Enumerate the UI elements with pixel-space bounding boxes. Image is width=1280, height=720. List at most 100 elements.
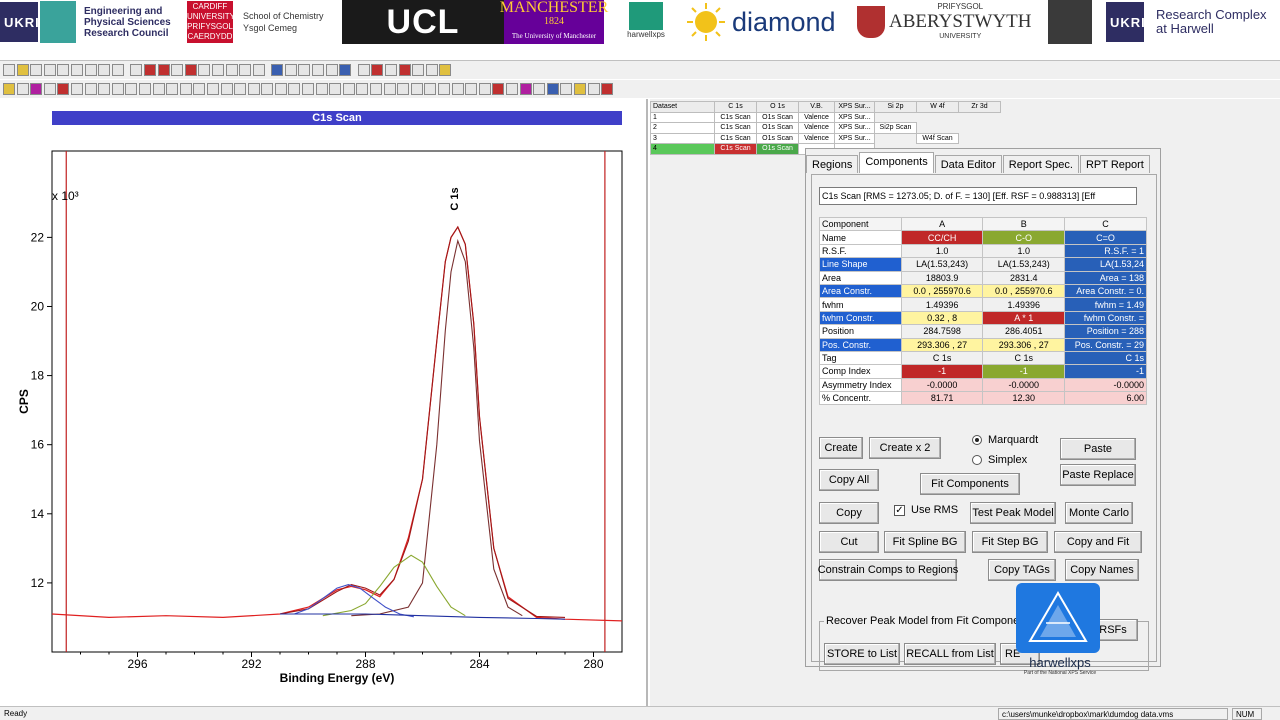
- dataset-grid-cell[interactable]: [917, 112, 959, 123]
- components-table[interactable]: Component A B C Name CC/CH C-O C=O R.S.F. 1.0 1.0 R…: [819, 217, 1147, 406]
- toolbar-button[interactable]: [274, 83, 287, 95]
- toolbar-button[interactable]: [339, 64, 352, 76]
- toolbar-button[interactable]: [573, 83, 586, 95]
- components-table-cell[interactable]: Tag: [819, 350, 902, 366]
- store-to-list-button[interactable]: STORE to List: [824, 643, 900, 665]
- toolbar-button[interactable]: [193, 83, 206, 95]
- dataset-grid-cell[interactable]: [959, 123, 1001, 134]
- marquardt-radio-indicator[interactable]: [972, 435, 982, 445]
- components-table-cell[interactable]: Position: [819, 324, 902, 339]
- copy-button[interactable]: Copy: [819, 502, 879, 524]
- toolbar-button[interactable]: [239, 64, 252, 76]
- dataset-grid-cell[interactable]: 1: [650, 111, 715, 123]
- dataset-grid-cell[interactable]: Si2p Scan: [874, 122, 917, 134]
- dataset-grid-cell[interactable]: C1s Scan: [714, 132, 757, 144]
- dataset-grid-header[interactable]: O 1s: [756, 101, 799, 113]
- toolbar-button[interactable]: [410, 83, 423, 95]
- toolbar-button[interactable]: [342, 83, 355, 95]
- dataset-grid-cell[interactable]: 2: [650, 122, 715, 134]
- components-table-cell[interactable]: LA(1.53,243): [982, 257, 1066, 272]
- components-table-cell[interactable]: Asymmetry Index: [819, 377, 902, 393]
- toolbar-button[interactable]: [16, 83, 29, 95]
- spectrum-plot-panel[interactable]: C1s Scan 296 292 288 284 280 12 14 16 18 20 22 x 10…: [0, 99, 648, 706]
- toolbar-button[interactable]: [3, 83, 15, 95]
- dataset-grid-cell[interactable]: O1s Scan: [756, 132, 799, 144]
- components-table-cell[interactable]: -0.0000: [1064, 377, 1147, 393]
- dataset-grid-cell[interactable]: XPS Sur...: [834, 111, 875, 123]
- toolbar-button[interactable]: [302, 83, 315, 95]
- toolbar-button[interactable]: [312, 64, 325, 76]
- fit-info-line[interactable]: C1s Scan [RMS = 1273.05; D. of F. = 130]…: [819, 187, 1137, 205]
- components-table-cell[interactable]: 293.306 , 27: [900, 337, 984, 352]
- recall-from-list-button[interactable]: RECALL from List: [904, 643, 996, 665]
- series-component-line[interactable]: [294, 584, 415, 618]
- components-table-cell[interactable]: 6.00: [1064, 391, 1147, 406]
- toolbar-button[interactable]: [412, 64, 425, 76]
- dataset-grid-cell[interactable]: C1s Scan: [714, 122, 757, 134]
- dataset-grid-header[interactable]: XPS Sur...: [834, 101, 875, 113]
- dataset-grid-cell[interactable]: O1s Scan: [756, 111, 799, 123]
- components-table-cell[interactable]: 81.71: [900, 391, 984, 406]
- toolbar-button[interactable]: [138, 83, 151, 95]
- toolbar-button[interactable]: [111, 64, 124, 76]
- toolbar-button[interactable]: [43, 64, 56, 76]
- dataset-grid-header[interactable]: Zr 3d: [958, 101, 1001, 113]
- series-component-line[interactable]: [351, 238, 523, 617]
- dataset-grid-cell[interactable]: Valence: [798, 111, 835, 123]
- toolbar-button[interactable]: [357, 64, 370, 76]
- dataset-grid-header[interactable]: Si 2p: [874, 101, 917, 113]
- paste-button[interactable]: Paste: [1060, 438, 1136, 460]
- simplex-radio-indicator[interactable]: [972, 455, 982, 465]
- components-table-cell[interactable]: Area Constr. = 0.: [1064, 283, 1147, 299]
- components-table-cell[interactable]: -1: [982, 364, 1066, 379]
- toolbar-button[interactable]: [261, 83, 274, 95]
- toolbar-button[interactable]: [397, 83, 410, 95]
- toolbar-button[interactable]: [425, 64, 438, 76]
- components-table-cell[interactable]: 1.49396: [982, 297, 1066, 312]
- toolbar-button[interactable]: [198, 64, 211, 76]
- dataset-grid-cell[interactable]: 3: [650, 132, 715, 144]
- components-table-cell[interactable]: 286.4051: [982, 324, 1066, 339]
- components-table-cell[interactable]: CC/CH: [900, 230, 984, 245]
- components-table-cell[interactable]: A * 1: [982, 310, 1066, 326]
- toolbar-button[interactable]: [30, 64, 43, 76]
- components-table-cell[interactable]: LA(1.53,24: [1064, 257, 1147, 272]
- components-table-cell[interactable]: R.S.F. = 1: [1064, 243, 1147, 259]
- toolbar-button[interactable]: [398, 64, 411, 76]
- toolbar-button[interactable]: [57, 83, 70, 95]
- rsfs-button[interactable]: RSFs: [1088, 619, 1138, 641]
- cut-button[interactable]: Cut: [819, 531, 879, 553]
- toolbar-button[interactable]: [3, 64, 15, 76]
- components-table-cell[interactable]: -0.0000: [900, 377, 984, 393]
- dataset-grid[interactable]: Dataset C 1s O 1s V.B. XPS Sur... Si 2p W 4f Zr…: [650, 101, 1001, 155]
- create-x2-button[interactable]: Create x 2: [869, 437, 941, 459]
- components-table-cell[interactable]: 0.0 , 255970.6: [982, 283, 1066, 299]
- dataset-grid-cell[interactable]: Valence: [798, 132, 835, 144]
- components-table-cell[interactable]: 0.0 , 255970.6: [900, 283, 984, 299]
- toolbar-button[interactable]: [439, 64, 452, 76]
- toolbar-button[interactable]: [492, 83, 505, 95]
- create-button[interactable]: Create: [819, 437, 863, 459]
- components-table-cell[interactable]: Area = 138: [1064, 270, 1147, 285]
- toolbar-button[interactable]: [298, 64, 311, 76]
- components-table-cell[interactable]: Name: [819, 230, 902, 245]
- dataset-grid-header[interactable]: C 1s: [714, 101, 757, 113]
- toolbar-button[interactable]: [370, 83, 383, 95]
- fit-step-bg-button[interactable]: Fit Step BG: [972, 531, 1048, 553]
- toolbar-button[interactable]: [601, 83, 614, 95]
- components-table-cell[interactable]: Area Constr.: [819, 283, 902, 299]
- toolbar-button[interactable]: [98, 83, 111, 95]
- toolbar-button[interactable]: [98, 64, 111, 76]
- components-table-cell[interactable]: -1: [1064, 364, 1147, 379]
- dataset-grid-cell[interactable]: C1s Scan: [714, 111, 757, 123]
- toolbar-button[interactable]: [43, 83, 56, 95]
- components-table-header[interactable]: Component: [819, 217, 902, 232]
- dataset-grid-cell[interactable]: [875, 133, 917, 144]
- components-table-cell[interactable]: C 1s: [900, 350, 984, 366]
- toolbar-button[interactable]: [211, 64, 224, 76]
- components-table-cell[interactable]: C 1s: [1064, 350, 1147, 366]
- components-table-cell[interactable]: 12.30: [982, 391, 1066, 406]
- dataset-grid-cell[interactable]: XPS Sur...: [834, 132, 875, 144]
- components-table-cell[interactable]: Line Shape: [819, 257, 902, 272]
- toolbar-button[interactable]: [157, 64, 170, 76]
